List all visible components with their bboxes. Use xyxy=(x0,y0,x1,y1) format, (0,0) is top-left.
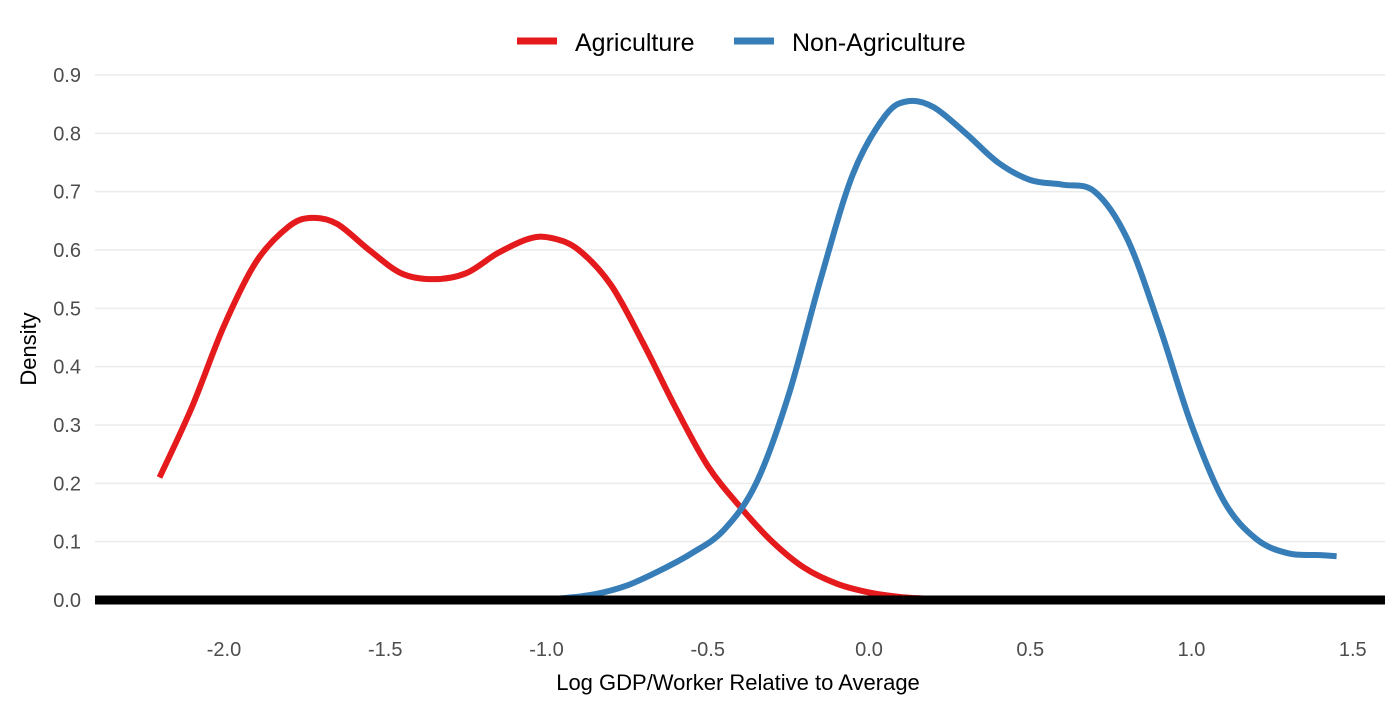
x-tick-label: 0.5 xyxy=(1016,639,1044,661)
y-tick-label: 0.2 xyxy=(53,473,81,495)
y-tick-label: 0.7 xyxy=(53,182,81,204)
y-tick-label: 0.6 xyxy=(53,240,81,262)
x-tick-label: -0.5 xyxy=(691,639,725,661)
y-tick-label: 0.4 xyxy=(53,357,81,379)
y-tick-labels: 0.0 0.1 0.2 0.3 0.4 0.5 0.6 0.7 0.8 0.9 xyxy=(53,65,81,612)
x-tick-labels: -2.0 -1.5 -1.0 -0.5 0.0 0.5 1.0 1.5 xyxy=(207,639,1367,661)
y-tick-label: 0.3 xyxy=(53,415,81,437)
x-tick-label: 1.5 xyxy=(1339,639,1367,661)
y-tick-label: 0.0 xyxy=(53,590,81,612)
x-tick-label: 1.0 xyxy=(1178,639,1206,661)
legend: Agriculture Non-Agriculture xyxy=(517,29,966,57)
y-tick-label: 0.1 xyxy=(53,532,81,554)
series-line-non-agriculture xyxy=(530,97,1337,603)
series-line-agriculture xyxy=(156,214,960,603)
x-tick-label: -1.5 xyxy=(368,639,402,661)
y-axis-title: Density xyxy=(16,312,41,385)
x-tick-label: -1.0 xyxy=(529,639,563,661)
x-tick-label: 0.0 xyxy=(855,639,883,661)
legend-label: Agriculture xyxy=(575,29,695,57)
x-axis-title: Log GDP/Worker Relative to Average xyxy=(556,670,920,695)
gridlines xyxy=(95,74,1385,601)
y-tick-label: 0.5 xyxy=(53,298,81,320)
y-tick-label: 0.8 xyxy=(53,123,81,145)
y-tick-label: 0.9 xyxy=(53,65,81,87)
x-tick-label: -2.0 xyxy=(207,639,241,661)
series-lines xyxy=(156,97,1337,603)
legend-label: Non-Agriculture xyxy=(792,29,966,57)
